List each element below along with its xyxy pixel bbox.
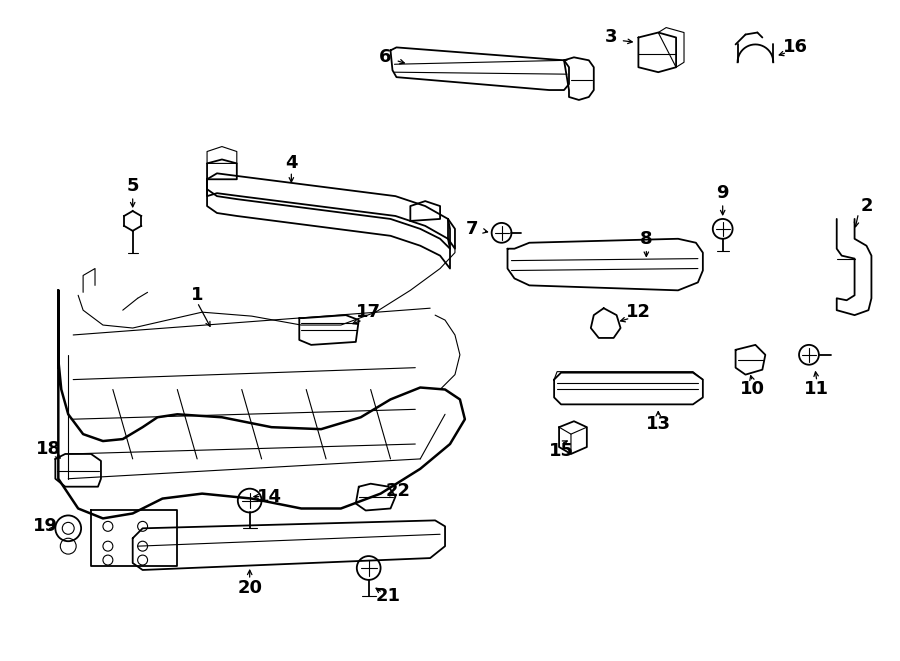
Text: 17: 17 [356,303,382,321]
Text: 20: 20 [238,579,262,597]
Text: 6: 6 [379,48,392,66]
Text: 12: 12 [626,303,651,321]
Text: 14: 14 [257,488,282,506]
Text: 16: 16 [783,38,807,56]
Text: 1: 1 [191,286,203,304]
Text: 7: 7 [465,220,478,238]
Text: 9: 9 [716,184,729,202]
Text: 18: 18 [36,440,61,458]
Text: 10: 10 [740,381,765,399]
Text: 8: 8 [640,230,652,248]
Text: 11: 11 [805,381,830,399]
Text: 22: 22 [386,482,411,500]
Text: 19: 19 [33,518,58,535]
Text: 21: 21 [376,587,401,605]
Text: 15: 15 [549,442,573,460]
Text: 4: 4 [285,155,298,173]
Text: 2: 2 [860,197,873,215]
Text: 13: 13 [645,415,670,433]
Text: 3: 3 [605,28,617,46]
Text: 5: 5 [126,177,139,195]
